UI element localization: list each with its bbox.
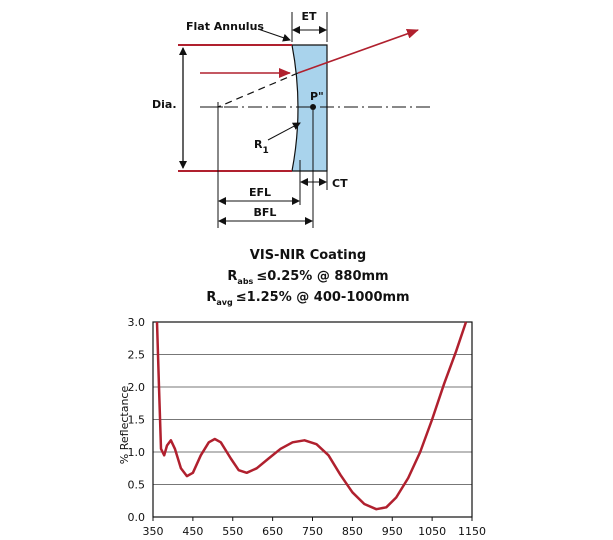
lens-diagram: Flat Annulus ET Dia. P" R1 CT EFL BFL bbox=[152, 10, 430, 228]
reflectance-line bbox=[155, 321, 468, 511]
x-tick-label: 450 bbox=[182, 525, 203, 538]
y-tick-label: 1.0 bbox=[128, 446, 146, 459]
x-tick-label: 750 bbox=[302, 525, 323, 538]
x-tick-label: 1050 bbox=[418, 525, 446, 538]
p-label: P" bbox=[310, 90, 324, 103]
x-tick-label: 650 bbox=[262, 525, 283, 538]
chart-subtitle: Ravg ≤1.25% @ 400-1000mm bbox=[206, 290, 409, 307]
dia-label: Dia. bbox=[152, 98, 177, 111]
bfl-label: BFL bbox=[254, 206, 277, 219]
y-tick-label: 0.0 bbox=[128, 511, 146, 524]
y-tick-label: 3.0 bbox=[128, 316, 146, 329]
r-label: R1 bbox=[254, 138, 269, 156]
y-axis-label: % Reflectance bbox=[118, 386, 131, 465]
subtitle-sub: avg bbox=[216, 298, 233, 307]
subtitle-main: R bbox=[227, 269, 237, 284]
subtitle-main: R bbox=[206, 290, 216, 305]
ct-label: CT bbox=[332, 177, 348, 190]
subtitle-rest: ≤1.25% @ 400-1000mm bbox=[236, 290, 410, 305]
x-tick-label: 350 bbox=[143, 525, 164, 538]
efl-label: EFL bbox=[249, 186, 271, 199]
r-main: R bbox=[254, 138, 263, 151]
y-tick-label: 1.5 bbox=[128, 414, 146, 427]
subtitle-sub: abs bbox=[237, 277, 253, 286]
plot-frame bbox=[152, 321, 473, 518]
chart-title: VIS-NIR Coating bbox=[250, 248, 366, 263]
r-sub: 1 bbox=[262, 146, 268, 156]
flat-annulus-label: Flat Annulus bbox=[186, 20, 264, 33]
x-tick-label: 950 bbox=[382, 525, 403, 538]
chart-subtitle: Rabs ≤0.25% @ 880mm bbox=[227, 269, 388, 286]
y-tick-label: 2.0 bbox=[128, 381, 146, 394]
plot: 0.0 0.5 1.0 1.5 2.0 2.5 3.0 350 450 550 650 750 850 9… bbox=[128, 316, 487, 538]
subtitle-rest: ≤0.25% @ 880mm bbox=[256, 269, 388, 284]
y-tick-label: 2.5 bbox=[128, 349, 146, 362]
et-label: ET bbox=[301, 10, 317, 23]
y-tick-label: 0.5 bbox=[128, 479, 146, 492]
x-tick-label: 1150 bbox=[458, 525, 486, 538]
x-tick-label: 850 bbox=[342, 525, 363, 538]
x-tick-label: 550 bbox=[222, 525, 243, 538]
